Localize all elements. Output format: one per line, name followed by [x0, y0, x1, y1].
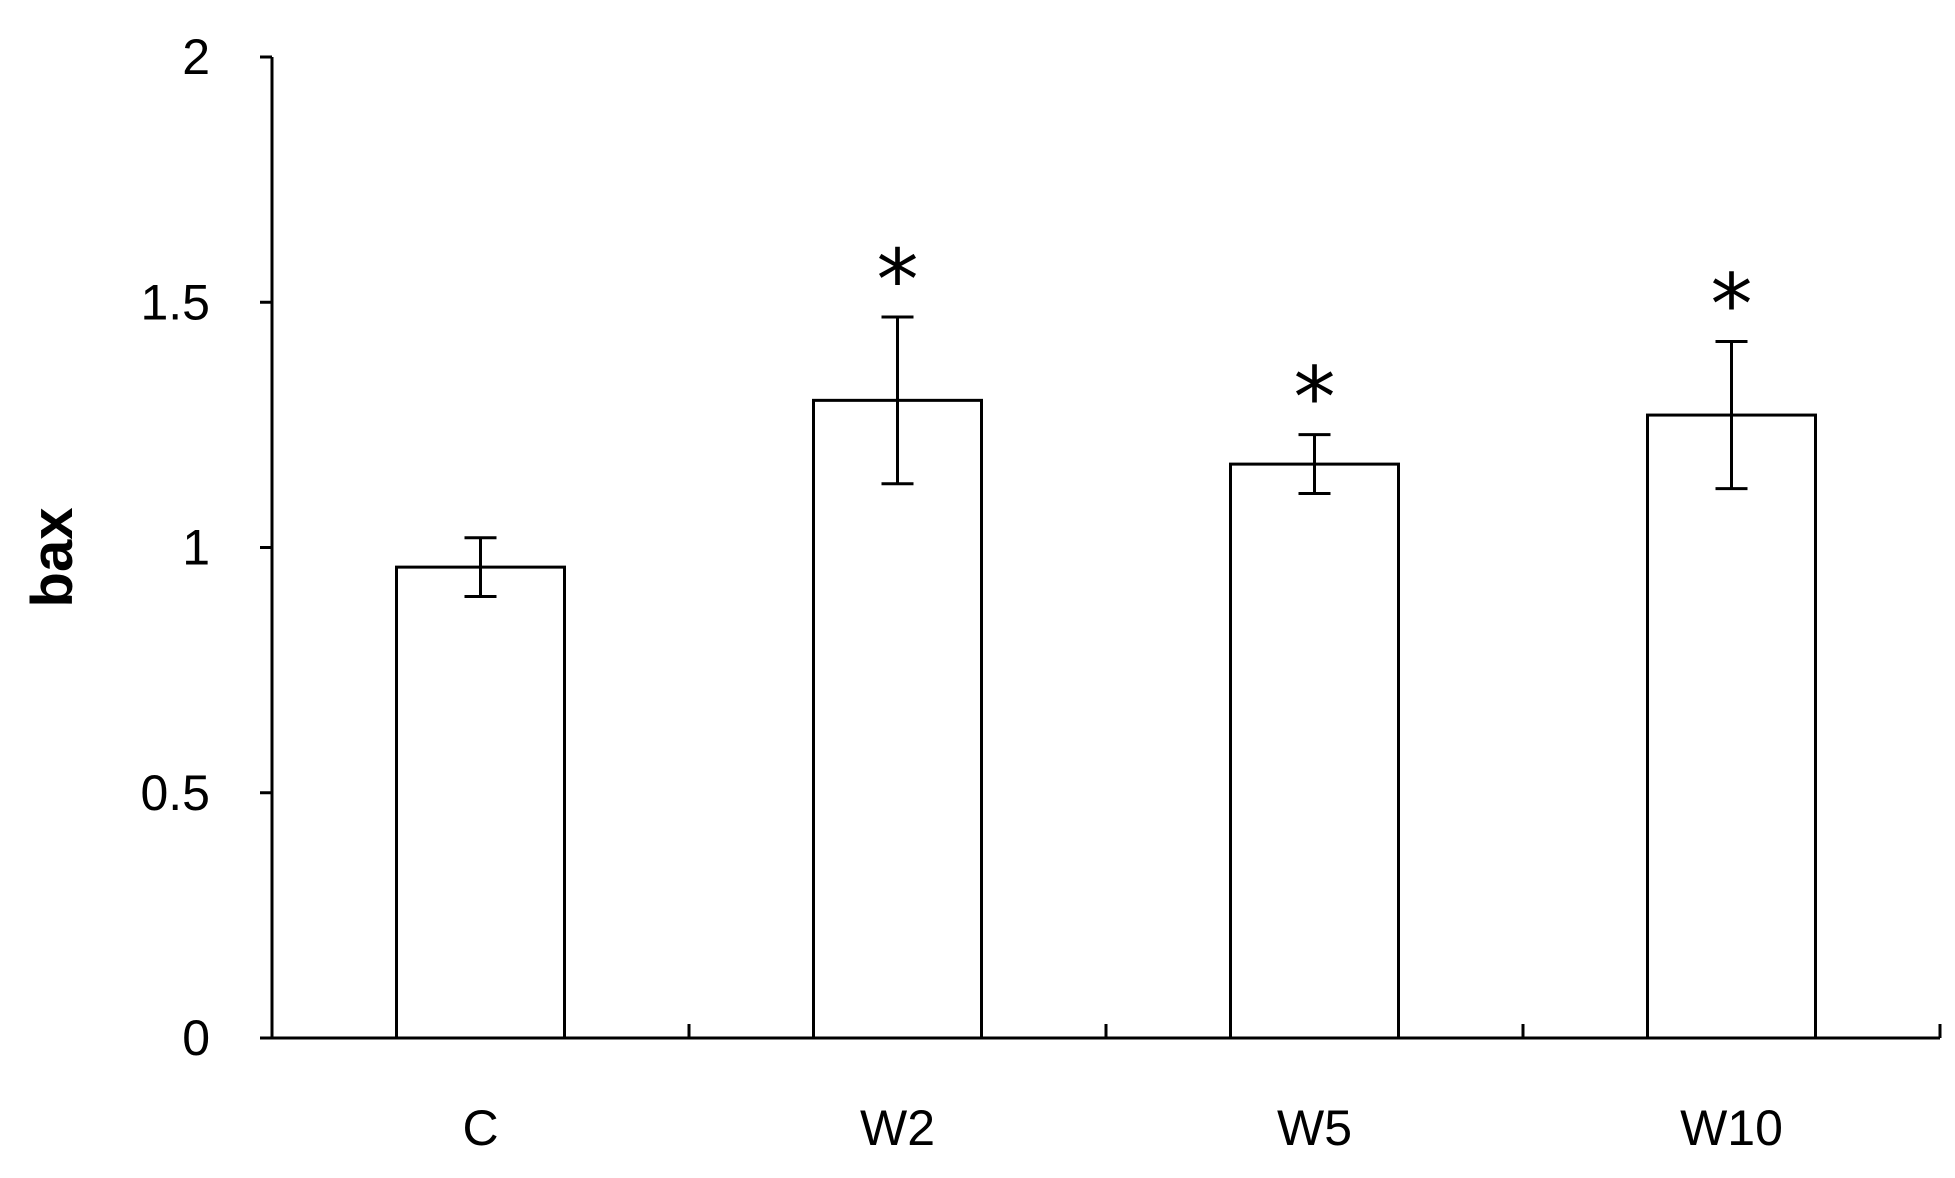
- y-axis-ticks: [260, 55, 272, 1040]
- significance-marker-w10: *: [1711, 255, 1753, 353]
- error-bars: [464, 315, 1748, 599]
- significance-markers: * * *: [877, 231, 1753, 447]
- significance-marker-w5: *: [1294, 349, 1336, 447]
- x-tick-label-w10: W10: [1680, 1100, 1783, 1156]
- y-tick-label: 1.5: [140, 274, 210, 330]
- x-axis-ticks: [687, 1024, 1942, 1038]
- y-axis-title: bax: [20, 508, 85, 608]
- y-tick-label: 0.5: [140, 765, 210, 821]
- bar-w10: [1646, 413, 1817, 1040]
- significance-marker-w2: *: [877, 231, 919, 329]
- bar-w2: [812, 398, 983, 1040]
- bar-w5: [1229, 462, 1400, 1040]
- bar-c: [395, 565, 566, 1040]
- x-tick-label-w5: W5: [1277, 1100, 1352, 1156]
- x-tick-label-w2: W2: [860, 1100, 935, 1156]
- y-tick-label: 0: [182, 1010, 210, 1066]
- y-tick-label: 2: [182, 29, 210, 85]
- y-axis-tick-labels: 0 0.5 1 1.5 2: [140, 29, 210, 1066]
- x-tick-label-c: C: [462, 1100, 498, 1156]
- bars: [395, 398, 1817, 1040]
- x-axis-tick-labels: C W2 W5 W10: [462, 1100, 1782, 1156]
- y-tick-label: 1: [182, 520, 210, 576]
